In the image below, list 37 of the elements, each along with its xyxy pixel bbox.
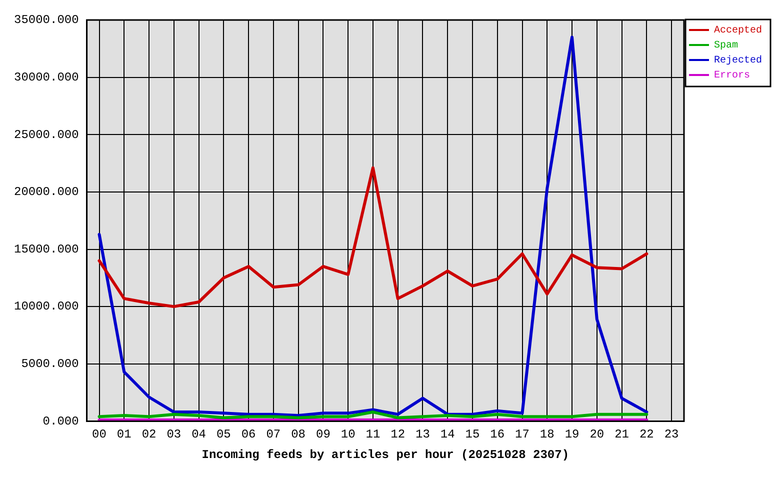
x-tick-label: 11: [366, 428, 380, 442]
x-tick-label: 22: [639, 428, 654, 442]
x-tick-label: 18: [540, 428, 554, 442]
x-tick-label: 16: [490, 428, 505, 442]
x-tick-label: 21: [614, 428, 629, 442]
x-tick-label: 10: [340, 428, 356, 442]
y-tick-label: 25000.000: [14, 128, 79, 142]
x-tick-label: 06: [241, 428, 256, 442]
y-tick-label: 10000.000: [14, 300, 79, 314]
x-tick-label: 15: [465, 428, 480, 442]
x-tick-label: 23: [664, 428, 679, 442]
x-tick-label: 07: [266, 428, 281, 442]
x-tick-label: 19: [564, 428, 580, 442]
x-tick-label: 04: [192, 428, 206, 442]
y-tick-label: 20000.000: [14, 185, 79, 200]
x-tick-label: 17: [515, 428, 530, 442]
x-tick-label: 13: [416, 428, 430, 442]
x-tick-label: 00: [92, 428, 106, 442]
legend-label: Spam: [714, 40, 738, 52]
x-tick-label: 12: [390, 428, 406, 442]
x-tick-label: 08: [291, 428, 306, 442]
x-tick-label: 14: [440, 428, 455, 442]
x-tick-label: 02: [142, 428, 156, 442]
legend-label: Errors: [714, 70, 750, 82]
x-tick-label: 03: [166, 428, 182, 442]
x-tick-label: 05: [216, 428, 231, 442]
x-tick-label: 20: [590, 428, 604, 442]
x-axis-title: Incoming feeds by articles per hour (20251028 2307): [202, 448, 570, 462]
x-tick-label: 09: [316, 428, 330, 442]
y-tick-label: 35000.000: [14, 13, 79, 28]
y-tick-label: 30000.000: [14, 70, 79, 84]
y-tick-label: 15000.000: [14, 242, 79, 256]
legend-label: Rejected: [714, 54, 762, 67]
x-tick-label: 01: [116, 428, 132, 442]
y-tick-label: 0.000: [42, 414, 79, 428]
legend-label: Accepted: [714, 24, 762, 37]
y-tick-label: 5000.000: [21, 357, 79, 372]
